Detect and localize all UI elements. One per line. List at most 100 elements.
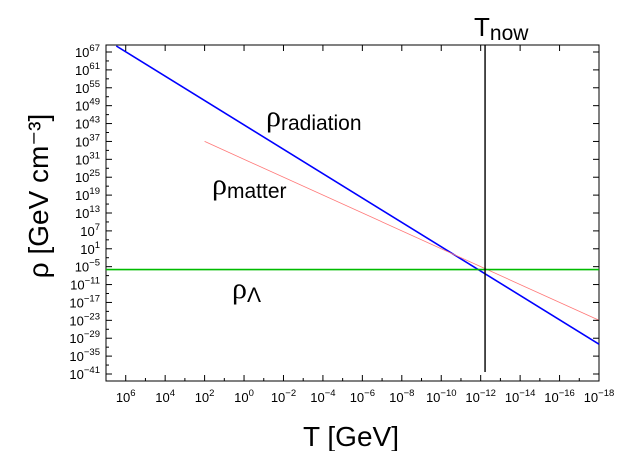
- y-tick-label-exp: −29: [84, 329, 100, 340]
- x-tick-label: 102: [195, 388, 215, 405]
- x-tick-label: 106: [116, 388, 136, 405]
- x-tick-label-exp: −12: [480, 388, 496, 399]
- x-tick-label: 10−4: [310, 388, 335, 405]
- y-tick-label-exp: 7: [95, 222, 100, 233]
- label-rho-radiation-sub: radiation: [281, 112, 362, 135]
- y-tick-label: 10−23: [69, 311, 100, 328]
- label-rho-radiation: ρradiation: [266, 100, 362, 135]
- y-tick-label: 1031: [75, 150, 100, 167]
- label-rho-matter-base: ρ: [212, 168, 227, 201]
- label-rho-matter: ρmatter: [212, 168, 287, 203]
- y-tick-label: 1037: [75, 132, 100, 149]
- y-tick-label-exp: −41: [84, 365, 100, 376]
- x-tick-label-base: 10: [584, 390, 598, 405]
- y-tick-label-base: 10: [75, 206, 89, 221]
- y-tick-label: 1019: [75, 186, 100, 203]
- x-tick-label: 100: [234, 388, 254, 405]
- x-tick-label: 10−14: [505, 388, 536, 405]
- y-tick-label-base: 10: [69, 349, 83, 364]
- y-tick-label-base: 10: [75, 134, 89, 149]
- label-t-now-sub: now: [490, 22, 529, 45]
- x-tick-label-exp: −16: [559, 388, 575, 399]
- x-tick-label-base: 10: [465, 390, 479, 405]
- y-tick-label-base: 10: [69, 331, 83, 346]
- x-tick-label-exp: −8: [404, 388, 415, 399]
- x-tick-label-exp: −2: [285, 388, 296, 399]
- y-tick-label-base: 10: [75, 63, 89, 78]
- y-tick-label: 1025: [75, 168, 100, 185]
- y-tick-label-exp: 61: [89, 61, 100, 72]
- y-tick-label-base: 10: [69, 295, 83, 310]
- y-tick-label-exp: −35: [84, 347, 100, 358]
- y-tick-label: 107: [80, 222, 100, 239]
- label-rho-lambda-sub: Λ: [247, 284, 261, 307]
- y-tick-label-exp: 19: [89, 186, 100, 197]
- y-tick-label: 1055: [75, 79, 100, 96]
- y-axis-title: ρ [GeV cm⁻³]: [23, 114, 54, 279]
- x-tick-label-base: 10: [271, 390, 285, 405]
- series-line-matter: [204, 141, 600, 321]
- x-tick-label-base: 10: [389, 390, 403, 405]
- series-line-radiation: [115, 45, 600, 345]
- y-tick-label-exp: 13: [89, 204, 100, 215]
- y-tick-label: 1049: [75, 97, 100, 114]
- label-rho-radiation-base: ρ: [266, 100, 281, 133]
- y-tick-label-exp: 55: [89, 79, 100, 90]
- x-tick-label-base: 10: [426, 390, 440, 405]
- x-tick-label-base: 10: [195, 390, 209, 405]
- x-tick-label: 10−10: [426, 388, 457, 405]
- x-tick-label-base: 10: [116, 390, 130, 405]
- label-rho-lambda-base: ρ: [232, 272, 247, 305]
- y-tick-label-base: 10: [75, 99, 89, 114]
- x-tick-label-exp: 6: [130, 388, 135, 399]
- x-tick-label-base: 10: [310, 390, 324, 405]
- y-tick-label: 1013: [75, 204, 100, 221]
- y-tick-label: 10−5: [75, 258, 100, 275]
- x-tick-label: 10−12: [465, 388, 496, 405]
- y-tick-label-exp: 49: [89, 97, 100, 108]
- y-tick-label: 10−11: [70, 276, 100, 293]
- y-tick-label: 1061: [75, 61, 100, 78]
- y-tick-label-base: 10: [80, 224, 94, 239]
- x-tick-label-exp: 0: [249, 388, 254, 399]
- y-tick-label: 101: [80, 240, 100, 257]
- x-tick-label-exp: −14: [519, 388, 535, 399]
- label-rho-lambda: ρΛ: [232, 272, 261, 307]
- y-tick-label-base: 10: [75, 188, 89, 203]
- x-tick-label-base: 10: [350, 390, 364, 405]
- y-tick-label-base: 10: [69, 313, 83, 328]
- y-tick-label-exp: −17: [84, 293, 100, 304]
- x-tick-label-exp: 2: [209, 388, 214, 399]
- y-tick-label-base: 10: [80, 242, 94, 257]
- y-tick-label-base: 10: [75, 81, 89, 96]
- y-tick-label-exp: 25: [89, 168, 100, 179]
- y-tick-label-base: 10: [75, 260, 89, 275]
- x-tick-label-exp: −4: [325, 388, 336, 399]
- x-tick-label: 104: [155, 388, 175, 405]
- x-tick-label-base: 10: [505, 390, 519, 405]
- y-tick-label-base: 10: [75, 170, 89, 185]
- y-tick-label: 1067: [75, 43, 100, 60]
- y-tick-label-base: 10: [70, 278, 84, 293]
- y-tick-label: 10−17: [69, 293, 100, 310]
- x-tick-label-exp: −18: [598, 388, 614, 399]
- x-tick-label: 10−16: [544, 388, 575, 405]
- plot-frame: [105, 44, 600, 382]
- x-tick-label-exp: 4: [170, 388, 175, 399]
- label-t-now-base: T: [474, 12, 490, 42]
- x-axis-title: T [GeV]: [303, 421, 399, 451]
- y-tick-label: 1043: [75, 115, 100, 132]
- y-tick-label-exp: 31: [89, 150, 100, 161]
- y-tick-label-exp: −23: [84, 311, 100, 322]
- label-rho-matter-sub: matter: [227, 180, 287, 203]
- y-tick-label-exp: 37: [89, 132, 100, 143]
- y-tick-label-base: 10: [75, 117, 89, 132]
- y-tick-label-exp: −11: [85, 276, 100, 287]
- x-tick-label-exp: −6: [364, 388, 375, 399]
- x-tick-label: 10−18: [584, 388, 615, 405]
- x-tick-label-exp: −10: [440, 388, 456, 399]
- x-tick-label-base: 10: [234, 390, 248, 405]
- y-tick-label-exp: 67: [89, 43, 100, 54]
- y-tick-label-base: 10: [75, 152, 89, 167]
